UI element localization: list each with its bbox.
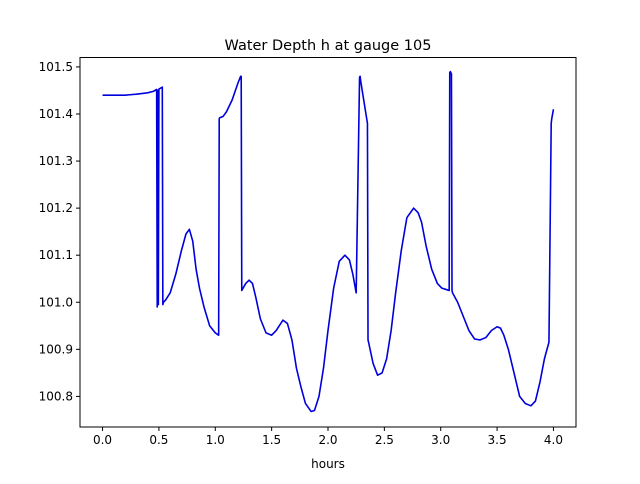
x-tick-label: 1.0 [206,433,225,447]
x-tick-label: 4.0 [544,433,563,447]
x-tick-label: 1.5 [262,433,281,447]
y-tick-label: 100.9 [39,342,73,356]
y-tick-label: 101.5 [39,60,73,74]
series-line-0 [102,70,555,413]
x-tick-label: 2.0 [318,433,337,447]
x-tick-label: 3.0 [431,433,450,447]
x-tick-label: 2.5 [375,433,394,447]
y-tick-label: 101.1 [39,248,73,262]
plot-area [102,70,555,413]
y-tick-label: 101.3 [39,154,73,168]
y-tick-label: 101.4 [39,107,73,121]
x-tick-label: 0.0 [93,433,112,447]
y-tick-label: 101.2 [39,201,73,215]
y-axis: 100.8 100.9 101.0 101.1 101.2 101.3 101.4 101.5 [39,60,80,403]
plot-frame [79,57,577,428]
y-tick-label: 101.0 [39,295,73,309]
y-tick-label: 100.8 [39,389,73,403]
x-axis-label: hours [311,457,345,471]
x-tick-label: 3.5 [488,433,507,447]
chart-title: Water Depth h at gauge 105 [225,38,432,54]
x-axis: 0.0 0.5 1.0 1.5 2.0 2.5 3.0 3.5 4.0 [93,427,563,447]
x-tick-label: 0.5 [149,433,168,447]
